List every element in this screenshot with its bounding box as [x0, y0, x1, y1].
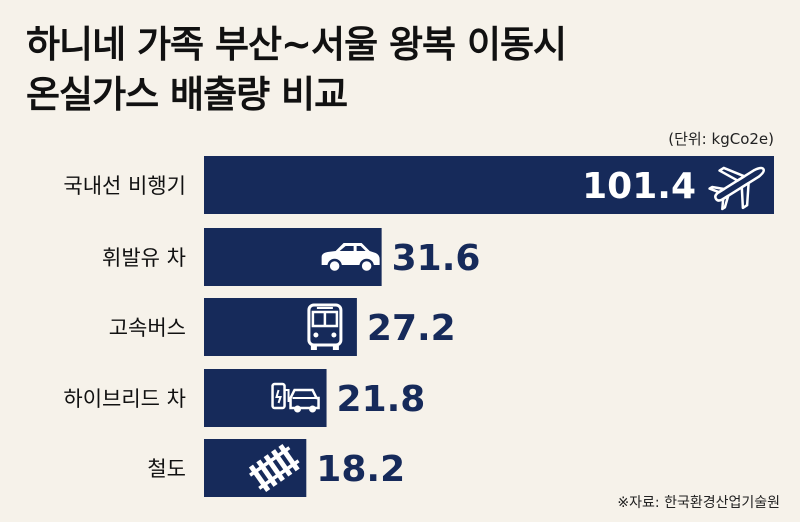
category-label: 고속버스	[109, 316, 186, 340]
category-label: 하이브리드 차	[63, 387, 186, 411]
hybrid-car-icon	[271, 382, 320, 413]
unit-note: (단위: kgCo2e)	[668, 130, 774, 148]
value-label: 21.8	[337, 379, 426, 420]
category-label: 국내선 비행기	[63, 174, 186, 198]
car-icon	[321, 243, 380, 274]
value-label: 31.6	[392, 238, 481, 279]
railway-track-icon	[248, 443, 300, 493]
value-label: 18.2	[316, 449, 405, 490]
category-label: 휘발유 차	[102, 246, 186, 270]
title-line-1: 하니네 가족 부산~서울 왕복 이동시	[26, 23, 567, 66]
bus-icon	[307, 303, 343, 350]
source-note: ※자료: 한국환경산업기술원	[617, 495, 780, 511]
value-label: 27.2	[367, 308, 456, 349]
airplane-icon	[708, 166, 765, 211]
chart-title: 하니네 가족 부산~서울 왕복 이동시 온실가스 배출량 비교	[26, 20, 567, 120]
value-label: 101.4	[582, 166, 696, 207]
bar	[204, 156, 774, 214]
category-label: 철도	[147, 457, 186, 481]
title-line-2: 온실가스 배출량 비교	[26, 73, 348, 116]
